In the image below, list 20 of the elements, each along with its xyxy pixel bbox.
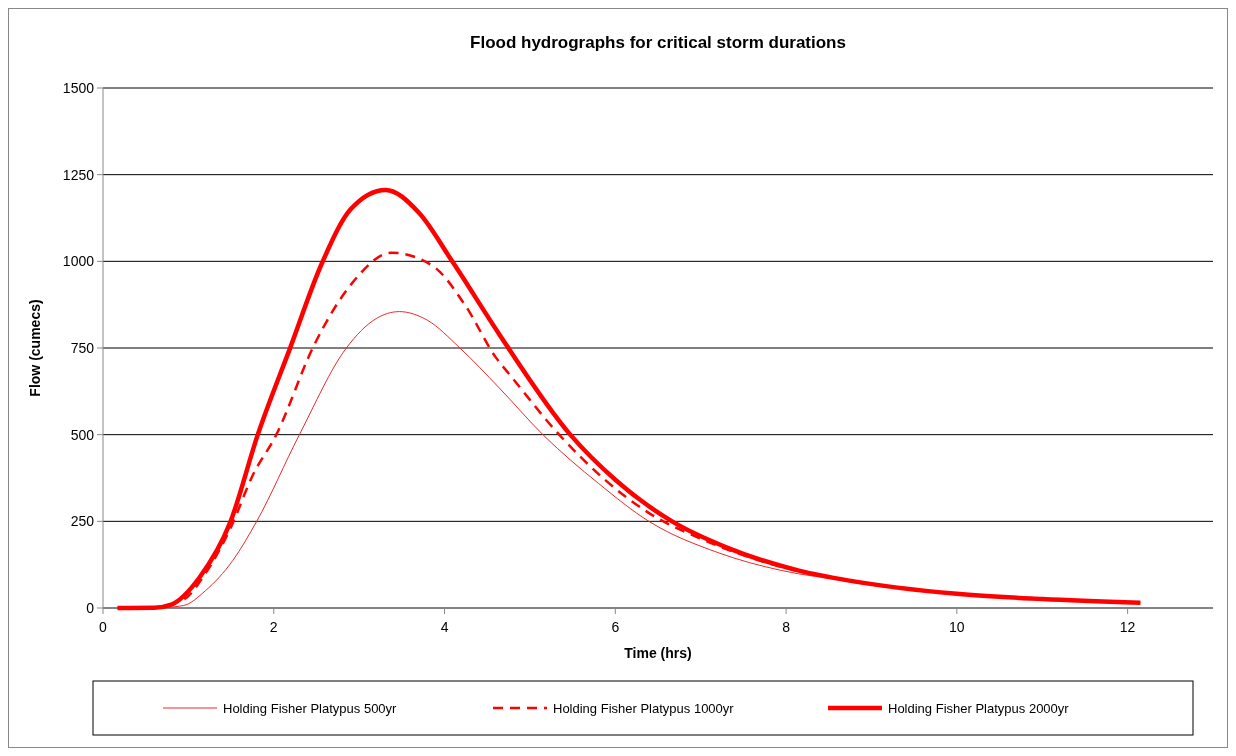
y-tick-label: 0 [86, 599, 95, 616]
y-tick-label: 500 [70, 426, 95, 443]
y-tick-label: 250 [70, 513, 95, 530]
y-tick-label: 1000 [62, 253, 95, 270]
y-tick-label: 750 [70, 339, 95, 356]
y-axis-title: Flow (cumecs) [27, 299, 43, 397]
x-tick-label: 8 [782, 619, 791, 635]
y-tick-label: 1500 [62, 79, 95, 96]
x-axis-title: Time (hrs) [624, 645, 692, 661]
legend-label: Holding Fisher Platypus 2000yr [888, 700, 1070, 716]
x-tick-label: 2 [269, 619, 278, 635]
x-tick-label: 4 [440, 619, 449, 635]
x-tick-label: 6 [611, 619, 620, 635]
x-tick-label: 10 [949, 619, 965, 635]
x-tick-label: 0 [99, 619, 108, 635]
chart-title: Flood hydrographs for critical storm durations [470, 33, 846, 52]
legend-label: Holding Fisher Platypus 500yr [223, 700, 398, 716]
x-tick-label: 12 [1119, 619, 1136, 635]
y-tick-label: 1250 [62, 166, 95, 183]
legend-label: Holding Fisher Platypus 1000yr [553, 700, 735, 716]
